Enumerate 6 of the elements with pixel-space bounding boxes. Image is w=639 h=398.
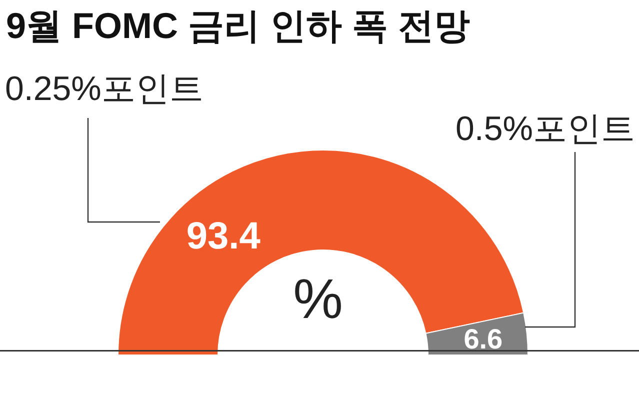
chart-title: 9월 FOMC 금리 인하 폭 전망: [6, 4, 470, 48]
slice-label: 0.25%포인트: [5, 70, 204, 108]
data-label: 93.4: [186, 215, 260, 258]
data-label: 6.6: [464, 323, 503, 354]
slice-label: 0.5%포인트: [456, 110, 635, 148]
text: %: [293, 267, 343, 330]
